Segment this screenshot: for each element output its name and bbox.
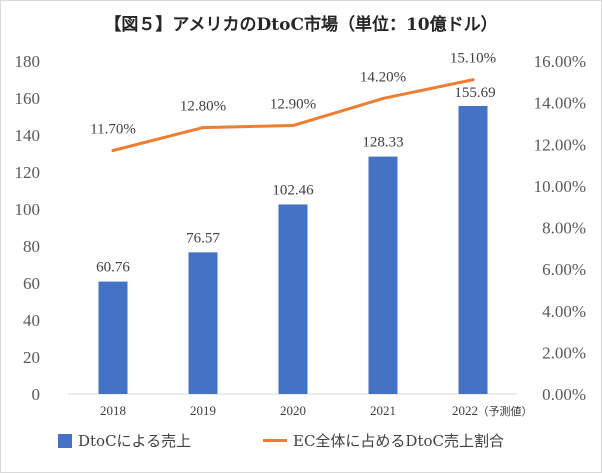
chart-title: 【図５】アメリカのDtoC市場（単位：10億ドル） [104,15,498,35]
y-left-tick-label: 80 [23,237,40,256]
line-value-label: 12.80% [180,99,226,115]
legend-item-bar: DtoCによる売上 [58,430,191,451]
y-right-tick-label: 4.00% [542,302,586,321]
bar-value-label: 76.57 [186,230,220,246]
bar [98,281,128,394]
y-left-tick-label: 160 [15,89,41,108]
legend-bar-swatch [58,433,72,448]
legend-line-label: EC全体に占めるDtoC売上割合 [293,432,504,450]
y-left-tick-label: 60 [23,274,40,293]
chart-legend: DtoCによる売上 EC全体に占めるDtoC売上割合 [0,430,602,460]
bar-value-label: 128.33 [362,135,403,151]
bar [188,252,218,394]
legend-line-swatch [263,439,287,442]
y-right-tick-label: 10.00% [534,177,586,196]
line-point [201,126,205,130]
bar-value-label: 155.69 [454,85,495,101]
y-right-tick-label: 6.00% [542,260,586,279]
x-tick-label: 2022 [452,403,478,418]
y-left-tick-label: 180 [15,52,41,71]
bar-value-label: 60.76 [96,260,130,276]
y-right-tick-label: 12.00% [534,135,586,154]
bar [278,204,308,394]
legend-item-line: EC全体に占めるDtoC売上割合 [263,430,504,451]
line-series [111,78,475,152]
line-value-label: 11.70% [90,121,136,137]
line-value-label: 15.10% [450,51,496,67]
y-left-tick-label: 140 [15,126,41,145]
y-left-tick-label: 40 [23,311,40,330]
x-tick-note: （予測値） [478,404,533,418]
y-right-tick-label: 14.00% [534,94,586,113]
bar [368,156,398,394]
line-point [471,78,475,82]
y-right-tick-label: 8.00% [542,219,586,238]
bar-value-label: 102.46 [272,182,314,198]
x-tick-label: 2019 [190,403,216,418]
line-point [111,148,115,152]
legend-bar-label: DtoCによる売上 [78,432,192,450]
y-left-tick-label: 0 [32,385,41,404]
bar [458,105,488,394]
y-left-tick-label: 100 [15,200,41,219]
x-tick-label: 2018 [100,403,126,418]
line-value-label: 14.20% [360,69,406,85]
x-tick-label: 2020 [280,403,306,418]
y-right-tick-label: 2.00% [542,343,586,362]
y-right-tick-label: 0.00% [542,385,586,404]
y-left-tick-label: 120 [15,163,41,182]
line-point [381,96,385,100]
line-point [291,124,295,128]
y-right-tick-label: 16.00% [534,52,586,71]
line-value-label: 12.90% [270,97,316,113]
y-left-tick-label: 20 [23,348,40,367]
x-tick-label: 2021 [370,403,396,418]
